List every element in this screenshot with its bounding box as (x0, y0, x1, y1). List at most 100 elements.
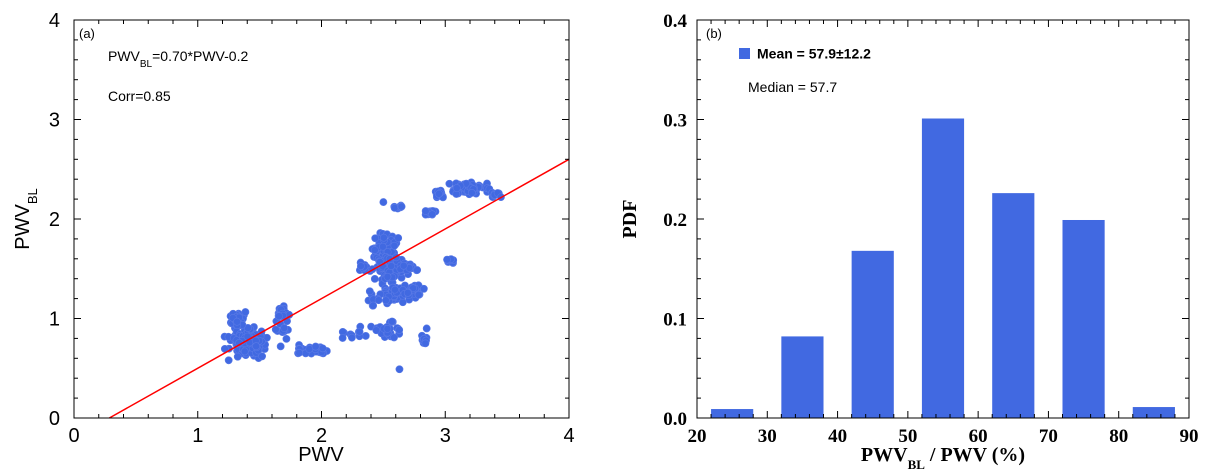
histogram-x-tick-label: 30 (758, 426, 777, 447)
scatter-point (233, 317, 241, 326)
scatter-point (318, 344, 327, 353)
scatter-point (295, 348, 304, 357)
scatter-point (422, 324, 431, 333)
scatter-point (421, 339, 430, 348)
scatter-point (399, 261, 408, 270)
scatter-point (388, 317, 396, 326)
scatter-point (338, 334, 347, 342)
scatter-x-tick-label: 4 (563, 425, 574, 447)
histogram-bar (992, 193, 1035, 418)
histogram-x-tick-label: 80 (1109, 426, 1128, 447)
scatter-point (280, 324, 289, 332)
scatter-point (372, 326, 381, 335)
scatter-point (397, 202, 406, 211)
scatter-plot-frame (73, 19, 570, 419)
scatter-point (421, 207, 430, 215)
scatter-x-tick-label: 3 (440, 425, 451, 447)
scatter-point (275, 312, 283, 321)
correlation-text: Corr=0.85 (108, 88, 171, 104)
scatter-point (356, 262, 365, 270)
scatter-point (414, 290, 423, 299)
scatter-x-tick-label: 1 (192, 425, 203, 447)
scatter-point (391, 285, 399, 294)
scatter-point (394, 234, 403, 242)
histogram-x-tick-label: 90 (1180, 426, 1199, 447)
scatter-point (435, 189, 443, 198)
scatter-point (443, 255, 451, 264)
histogram-bar (1062, 219, 1105, 418)
scatter-point (467, 189, 476, 197)
histogram-x-tick-label: 50 (898, 426, 917, 447)
scatter-point (369, 301, 378, 310)
scatter-point (395, 326, 404, 334)
scatter-x-tick-label: 2 (316, 425, 327, 447)
histogram-y-tick-label: 0.0 (663, 409, 687, 430)
legend-mean-label: Mean = 57.9±12.2 (757, 46, 871, 62)
histogram-y-tick-label: 0.2 (663, 210, 687, 231)
histogram-x-tick-label: 20 (688, 426, 707, 447)
scatter-point (233, 352, 242, 361)
histogram-y-tick-label: 0.1 (663, 310, 687, 331)
scatter-point (419, 284, 428, 293)
scatter-x-ticks: 0 1 2 3 4 (68, 20, 575, 447)
scatter-y-tick-label: 3 (49, 110, 60, 132)
histogram-panel: 20 30 40 50 60 70 80 90 0.0 0.1 0.2 0.3 0.4 (b) Mea… (619, 11, 1199, 472)
scatter-point (252, 342, 261, 351)
histogram-y-ticks: 0.0 0.1 0.2 0.3 0.4 (663, 11, 1189, 430)
scatter-point (413, 266, 422, 274)
scatter-point (387, 262, 396, 270)
scatter-y-tick-label: 4 (49, 10, 60, 32)
scatter-point (445, 179, 454, 188)
scatter-point (381, 296, 390, 305)
scatter-point (379, 233, 388, 242)
scatter-point (355, 327, 364, 336)
median-text: Median = 57.7 (748, 79, 837, 95)
scatter-point (398, 298, 407, 307)
scatter-point (276, 342, 285, 351)
scatter-panel: 0 1 2 3 4 0 1 2 3 4 (a) PWVBL=0.70*PWV-0.2 Corr=… (12, 10, 575, 466)
scatter-point (379, 198, 388, 206)
histogram-bars (711, 118, 1175, 418)
histogram-bar (1132, 407, 1175, 418)
histogram-y-axis-label: PDF (619, 200, 641, 239)
histogram-x-tick-label: 70 (1039, 426, 1058, 447)
histogram-x-tick-label: 40 (828, 426, 847, 447)
histogram-bar (921, 118, 965, 418)
scatter-point (271, 325, 280, 334)
scatter-point (240, 347, 249, 356)
scatter-y-tick-label: 1 (49, 309, 60, 331)
scatter-x-axis-label: PWV (298, 444, 344, 466)
scatter-point (452, 184, 461, 192)
scatter-point (241, 308, 250, 316)
scatter-point (403, 288, 412, 297)
histogram-bar (711, 409, 754, 418)
scatter-point (428, 210, 437, 219)
regression-line (108, 158, 570, 419)
scatter-point (370, 246, 379, 254)
scatter-x-tick-label: 0 (68, 425, 79, 447)
scatter-point (365, 287, 374, 296)
scatter-point (311, 342, 320, 351)
scatter-y-tick-label: 0 (49, 408, 60, 430)
histogram-y-tick-label: 0.4 (663, 11, 687, 32)
scatter-point (282, 334, 291, 343)
histogram-x-ticks: 20 30 40 50 60 70 80 90 (688, 20, 1199, 447)
legend-swatch-mean (739, 48, 750, 59)
scatter-point (348, 333, 356, 342)
scatter-point (390, 333, 398, 342)
histogram-x-tick-label: 60 (969, 426, 988, 447)
scatter-y-tick-label: 2 (49, 209, 60, 231)
panel-label-b: (b) (706, 26, 722, 41)
scatter-point (258, 352, 266, 361)
histogram-bar (781, 336, 824, 418)
histogram-x-axis-label: PWVBL / PWV (%) (861, 444, 1025, 472)
scatter-y-axis-label: PWVBL (12, 188, 40, 249)
histogram-bar (851, 250, 894, 418)
scatter-point (383, 272, 392, 281)
histogram-y-tick-label: 0.3 (663, 111, 687, 132)
scatter-point (224, 356, 233, 365)
regression-equation: PWVBL=0.70*PWV-0.2 (108, 48, 248, 70)
scatter-point (378, 242, 387, 251)
scatter-point (383, 324, 392, 333)
